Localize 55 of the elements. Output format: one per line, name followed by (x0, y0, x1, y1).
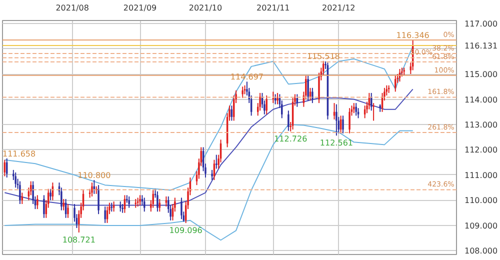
annotation: 111.658 (2, 149, 36, 158)
candlestick (336, 104, 338, 136)
annotation: 116.346 (396, 31, 430, 40)
candlestick (348, 108, 350, 134)
candlestick (372, 102, 374, 122)
candlestick (91, 182, 93, 197)
candlestick (32, 180, 34, 205)
y-tick-label: 115.000 (464, 70, 498, 80)
x-tick-label: 2021/10 (188, 4, 222, 12)
candlestick (36, 194, 38, 210)
candlestick (272, 91, 274, 104)
y-tick-label: 116.131 (464, 41, 498, 50)
candlestick (19, 180, 21, 205)
x-tick-label: 2021/11 (256, 4, 290, 12)
annotation: 110.800 (78, 171, 111, 180)
candlestick (62, 198, 64, 211)
y-tick-label: 108.000 (464, 246, 498, 256)
candlestick (211, 169, 213, 181)
x-tick-label: 2021/12 (322, 4, 356, 12)
y-tick-label: 117.000 (464, 20, 498, 29)
candlestick (312, 87, 314, 104)
candlestick (104, 206, 106, 224)
candlestick (307, 74, 309, 102)
candlestick (259, 92, 261, 112)
candlestick (156, 190, 158, 212)
candlestick (353, 102, 355, 114)
x-tick-label: 2021/09 (123, 4, 157, 12)
y-tick-label: 114.000 (464, 95, 498, 104)
candlestick (128, 196, 130, 208)
candlestick (276, 92, 278, 105)
candlestick (266, 94, 268, 115)
candlestick (180, 197, 182, 220)
annotation: 108.721 (62, 236, 96, 245)
candlestick (288, 110, 290, 132)
candlestick (139, 194, 141, 206)
candlestick (165, 196, 168, 208)
y-tick-label: 112.000 (464, 146, 498, 155)
y-tick-label: 109.000 (464, 221, 498, 230)
candlestick (216, 154, 218, 170)
candlestick (43, 194, 45, 218)
candlestick (152, 190, 154, 208)
candlestick (14, 172, 16, 188)
y-tick-label: 111.000 (464, 170, 498, 180)
y-tick-label: 110.000 (464, 196, 498, 206)
candlestick (242, 86, 244, 98)
y-tick-label: 113.000 (464, 120, 498, 130)
candlestick (50, 188, 52, 201)
candlestick (98, 184, 100, 215)
candlestick (394, 74, 396, 92)
candlestick (67, 204, 69, 218)
x-tick-label: 2021/08 (56, 4, 89, 12)
candlestick (342, 115, 344, 134)
annotation: 112.561 (320, 138, 354, 148)
annotation: 109.096 (169, 226, 202, 236)
candlestick (355, 102, 357, 116)
